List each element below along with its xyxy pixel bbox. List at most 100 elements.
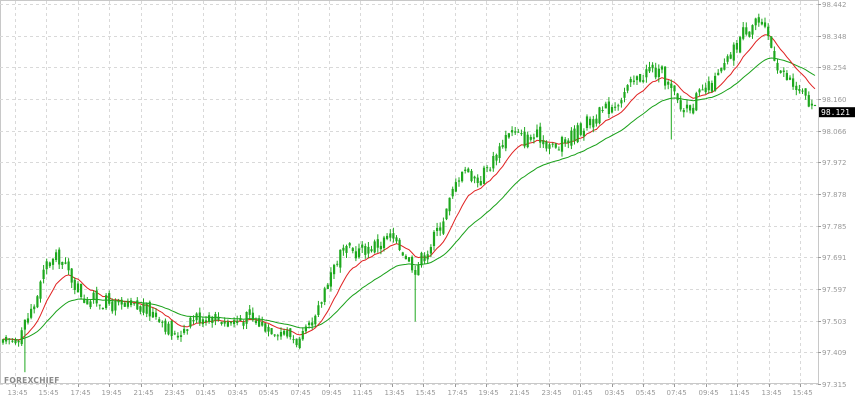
x-tick-label: 01:45 — [573, 389, 593, 397]
candle-body — [461, 171, 464, 182]
candle — [473, 175, 476, 184]
candle — [798, 84, 801, 94]
candle — [692, 103, 695, 115]
ma-slow-layer — [2, 57, 816, 341]
candle — [86, 297, 89, 305]
candle-body — [51, 258, 55, 265]
candle-body — [467, 168, 470, 173]
candle-body — [767, 26, 770, 37]
candle-body — [45, 261, 48, 270]
candle — [164, 318, 167, 335]
candle-body — [273, 334, 276, 336]
candle — [589, 116, 592, 129]
candle — [136, 297, 139, 310]
candle — [551, 142, 554, 148]
candle-body — [101, 308, 104, 309]
candle-body — [370, 249, 373, 252]
candle — [595, 114, 598, 127]
candle-body — [92, 292, 95, 301]
candle — [545, 140, 548, 152]
x-tick-label: 15:45 — [39, 389, 59, 397]
candle — [486, 165, 489, 173]
candle — [801, 88, 804, 94]
candle-body — [311, 322, 314, 326]
candle — [554, 142, 557, 149]
x-tick-label: 21:45 — [134, 389, 154, 397]
candle — [467, 167, 470, 173]
candle-body — [429, 247, 432, 254]
candle-body — [501, 145, 504, 148]
candle-body — [136, 300, 139, 310]
price-axis: 97.315 97.409 97.503 97.597 97.691 97.785 97.8… — [818, 1, 847, 389]
candle — [179, 330, 183, 342]
candle — [258, 315, 261, 328]
candle-body — [517, 131, 520, 133]
candle — [445, 208, 448, 221]
candle — [36, 295, 39, 309]
candle-body — [479, 181, 482, 186]
candle-body — [386, 235, 389, 239]
candle — [567, 138, 570, 149]
candle-body — [404, 255, 407, 260]
candle-body — [548, 144, 551, 149]
candle — [767, 23, 770, 40]
candle — [414, 265, 417, 322]
candle — [664, 66, 667, 90]
candle — [804, 88, 807, 100]
y-tick-label: 97.691 — [822, 254, 847, 262]
candle — [329, 267, 332, 292]
candle — [123, 300, 126, 307]
candle — [26, 313, 30, 325]
candle-body — [345, 246, 348, 253]
candle — [407, 257, 411, 263]
candle — [320, 301, 323, 308]
x-tick-label: 07:45 — [667, 389, 687, 397]
candle — [601, 106, 604, 113]
candle — [570, 127, 573, 150]
candle-body — [401, 252, 404, 256]
candle-body — [389, 233, 392, 238]
x-tick-label: 21:45 — [510, 389, 530, 397]
candle-body — [208, 315, 211, 322]
candle — [192, 315, 195, 325]
candle — [673, 85, 676, 96]
candle-body — [304, 326, 307, 332]
candle — [532, 133, 535, 144]
candle — [660, 65, 664, 74]
candle-body — [492, 156, 495, 169]
candle-body — [670, 83, 673, 88]
candle-body — [114, 300, 117, 311]
candle — [632, 75, 635, 85]
candle-body — [720, 68, 723, 72]
candle-body — [242, 322, 245, 326]
candle — [726, 54, 729, 65]
candle-body — [123, 302, 126, 307]
candle-body — [745, 27, 748, 35]
candle — [617, 103, 620, 111]
candle — [233, 317, 236, 328]
candle-body — [654, 67, 657, 78]
candle — [626, 84, 629, 94]
x-tick-label: 07:45 — [291, 389, 311, 397]
candle — [376, 234, 379, 253]
ma-fast-layer — [2, 34, 816, 341]
x-tick-label: 01:45 — [196, 389, 216, 397]
candle-body — [142, 303, 145, 313]
candle-body — [576, 125, 579, 143]
candle-body — [532, 137, 535, 139]
candle — [145, 302, 148, 318]
candle-body — [248, 309, 251, 315]
candle-body — [617, 105, 620, 107]
candle-body — [714, 75, 717, 91]
candle-body — [651, 64, 654, 69]
candle-body — [436, 227, 439, 231]
candle-body — [482, 167, 486, 184]
candle-body — [664, 66, 667, 86]
candle — [364, 243, 367, 259]
candle — [536, 124, 539, 138]
candle — [763, 17, 767, 29]
candle-body — [192, 320, 195, 322]
candle-body — [283, 330, 286, 335]
candle — [748, 31, 751, 38]
candle — [51, 257, 55, 270]
